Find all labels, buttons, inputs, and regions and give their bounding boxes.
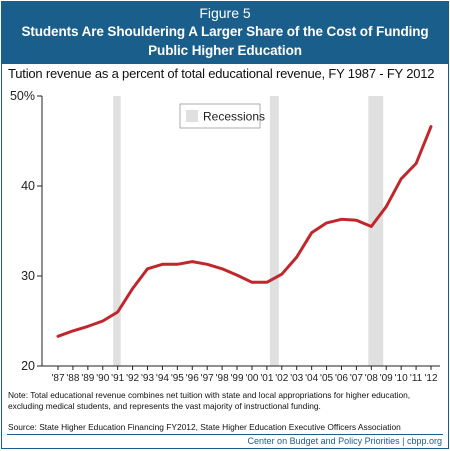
- x-tick-label-16: '03: [290, 373, 303, 384]
- recession-band-2: [270, 96, 279, 366]
- x-tick-label-0: '87: [51, 373, 64, 384]
- x-tick-label-22: '09: [380, 373, 393, 384]
- x-tick-label-15: '02: [275, 373, 288, 384]
- chart-note: Note: Total educational revenue combines…: [8, 390, 444, 411]
- x-tick-label-7: '94: [156, 373, 169, 384]
- footer-divider: [7, 434, 443, 435]
- legend-swatch: [186, 110, 198, 122]
- x-tick-label-2: '89: [81, 373, 94, 384]
- x-tick-label-18: '05: [320, 373, 333, 384]
- x-tick-label-11: '98: [216, 373, 229, 384]
- x-tick-label-20: '07: [350, 373, 363, 384]
- x-tick-label-14: '01: [260, 373, 273, 384]
- y-tick-label-20: 20: [21, 359, 35, 373]
- footer-credit: Center on Budget and Policy Priorities |…: [248, 436, 442, 446]
- x-tick-label-5: '92: [126, 373, 139, 384]
- x-tick-label-19: '06: [335, 373, 348, 384]
- y-tick-label-50: 50%: [10, 89, 35, 103]
- recession-band-3: [368, 96, 383, 366]
- y-tick-label-40: 40: [21, 179, 35, 193]
- x-tick-label-17: '04: [305, 373, 318, 384]
- legend-label: Recessions: [203, 110, 265, 124]
- y-tick-label-30: 30: [21, 269, 35, 283]
- x-tick-label-21: '08: [365, 373, 378, 384]
- x-tick-label-6: '93: [141, 373, 154, 384]
- x-tick-label-12: '99: [231, 373, 244, 384]
- x-tick-label-1: '88: [66, 373, 79, 384]
- recession-band-1: [113, 96, 120, 366]
- x-tick-label-9: '96: [186, 373, 199, 384]
- x-tick-label-3: '90: [96, 373, 109, 384]
- chart-source: Source: State Higher Education Financing…: [8, 422, 444, 432]
- x-tick-label-13: '00: [245, 373, 258, 384]
- x-tick-label-23: '10: [395, 373, 408, 384]
- x-tick-label-24: '11: [410, 373, 423, 384]
- x-tick-label-25: '12: [424, 373, 437, 384]
- x-tick-label-8: '95: [171, 373, 184, 384]
- x-tick-label-4: '91: [111, 373, 124, 384]
- x-tick-label-10: '97: [201, 373, 214, 384]
